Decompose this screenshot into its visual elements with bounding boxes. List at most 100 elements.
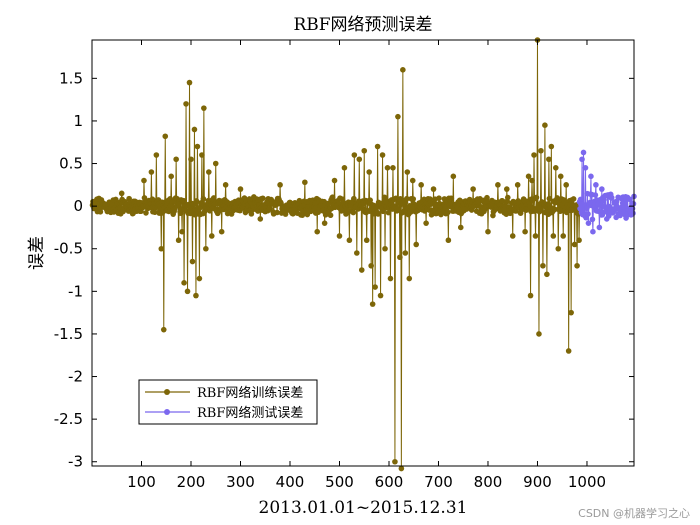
- data-point: [596, 224, 603, 231]
- data-point: [450, 173, 457, 180]
- chart-title: RBF网络预测误差: [293, 15, 432, 35]
- data-point: [599, 186, 605, 192]
- y-tick-label: -2.5: [54, 410, 83, 428]
- data-point: [571, 241, 578, 248]
- y-tick-label: 1: [73, 112, 83, 130]
- data-point: [160, 326, 167, 333]
- data-point: [199, 152, 205, 158]
- data-point: [382, 245, 388, 252]
- data-point: [445, 209, 451, 216]
- data-point: [589, 216, 596, 223]
- y-tick-label: -3: [68, 453, 83, 471]
- data-point: [529, 177, 535, 184]
- data-point: [568, 309, 574, 316]
- data-point: [590, 228, 596, 235]
- data-point: [366, 169, 372, 175]
- data-point: [152, 209, 158, 216]
- data-point: [346, 237, 353, 244]
- data-point: [200, 196, 207, 202]
- data-point: [557, 173, 564, 180]
- data-point: [536, 331, 542, 337]
- data-point: [186, 79, 193, 86]
- data-point: [570, 196, 577, 202]
- data-point: [485, 228, 491, 235]
- data-point: [392, 458, 398, 465]
- series-markers-test: [576, 149, 637, 235]
- data-point: [484, 194, 490, 201]
- x-axis-label: 2013.01.01~2015.12.31: [259, 498, 468, 518]
- data-point: [393, 195, 399, 202]
- data-point: [457, 224, 464, 231]
- data-point: [413, 241, 420, 248]
- data-point: [552, 206, 558, 213]
- data-point: [385, 209, 392, 216]
- data-point: [369, 301, 376, 307]
- data-point: [206, 169, 212, 175]
- x-tick-label: 100: [127, 473, 156, 491]
- data-point: [613, 198, 620, 205]
- data-point: [148, 169, 155, 175]
- data-point: [336, 233, 343, 239]
- tick-layer: 100 200 300 400 500 600 700 800 900 1000 1.5 1 0.5 0 -…: [54, 40, 634, 491]
- data-point: [527, 292, 534, 299]
- data-point: [189, 258, 196, 265]
- x-tick-label: 300: [226, 473, 255, 491]
- data-point: [565, 348, 572, 354]
- y-axis-label: 误差: [27, 236, 47, 270]
- data-point: [533, 194, 540, 201]
- data-point: [503, 186, 510, 192]
- data-point: [398, 465, 405, 472]
- data-point: [542, 122, 548, 128]
- data-point: [585, 211, 591, 217]
- data-point: [222, 182, 229, 188]
- watermark: CSDN @机器学习之心: [578, 506, 690, 520]
- data-point: [173, 156, 179, 163]
- data-point: [522, 228, 528, 235]
- data-point: [410, 196, 417, 202]
- data-point: [351, 152, 358, 158]
- data-point: [168, 173, 174, 180]
- y-tick-label: -1: [68, 282, 83, 300]
- data-point: [368, 262, 374, 269]
- x-tick-label: 1000: [568, 473, 606, 491]
- data-point: [327, 212, 334, 219]
- data-point: [354, 250, 360, 256]
- legend-train-marker: [164, 389, 170, 395]
- data-point: [608, 194, 615, 201]
- data-point: [560, 233, 567, 239]
- data-point: [363, 237, 370, 244]
- data-point: [580, 149, 587, 156]
- data-point: [531, 152, 537, 158]
- data-point: [390, 165, 396, 171]
- data-point: [321, 220, 328, 226]
- data-point: [175, 237, 182, 244]
- data-point: [470, 186, 476, 192]
- y-tick-label: 0.5: [59, 155, 83, 173]
- data-point: [495, 182, 501, 188]
- data-point: [356, 156, 363, 163]
- data-point: [181, 280, 187, 286]
- data-point: [302, 179, 308, 186]
- data-point: [544, 271, 550, 278]
- data-point: [143, 210, 149, 216]
- data-point: [141, 195, 148, 201]
- data-point: [630, 210, 636, 217]
- data-point: [188, 156, 194, 163]
- legend: RBF网络训练误差 RBF网络测试误差: [138, 379, 318, 425]
- data-point: [538, 147, 544, 154]
- x-tick-label: 700: [424, 473, 453, 491]
- data-point: [341, 165, 348, 171]
- y-tick-label: -1.5: [54, 325, 83, 343]
- data-point: [212, 160, 219, 167]
- data-point: [372, 284, 378, 290]
- data-point: [153, 152, 160, 158]
- data-point: [585, 220, 592, 226]
- y-tick-label: -0.5: [54, 240, 83, 258]
- data-point: [400, 67, 406, 73]
- x-tick-label: 500: [325, 473, 354, 491]
- y-tick-label: 0: [73, 197, 83, 215]
- data-point: [218, 228, 225, 235]
- data-point: [579, 156, 585, 163]
- data-point: [162, 133, 169, 140]
- y-tick-label: -2: [68, 368, 83, 386]
